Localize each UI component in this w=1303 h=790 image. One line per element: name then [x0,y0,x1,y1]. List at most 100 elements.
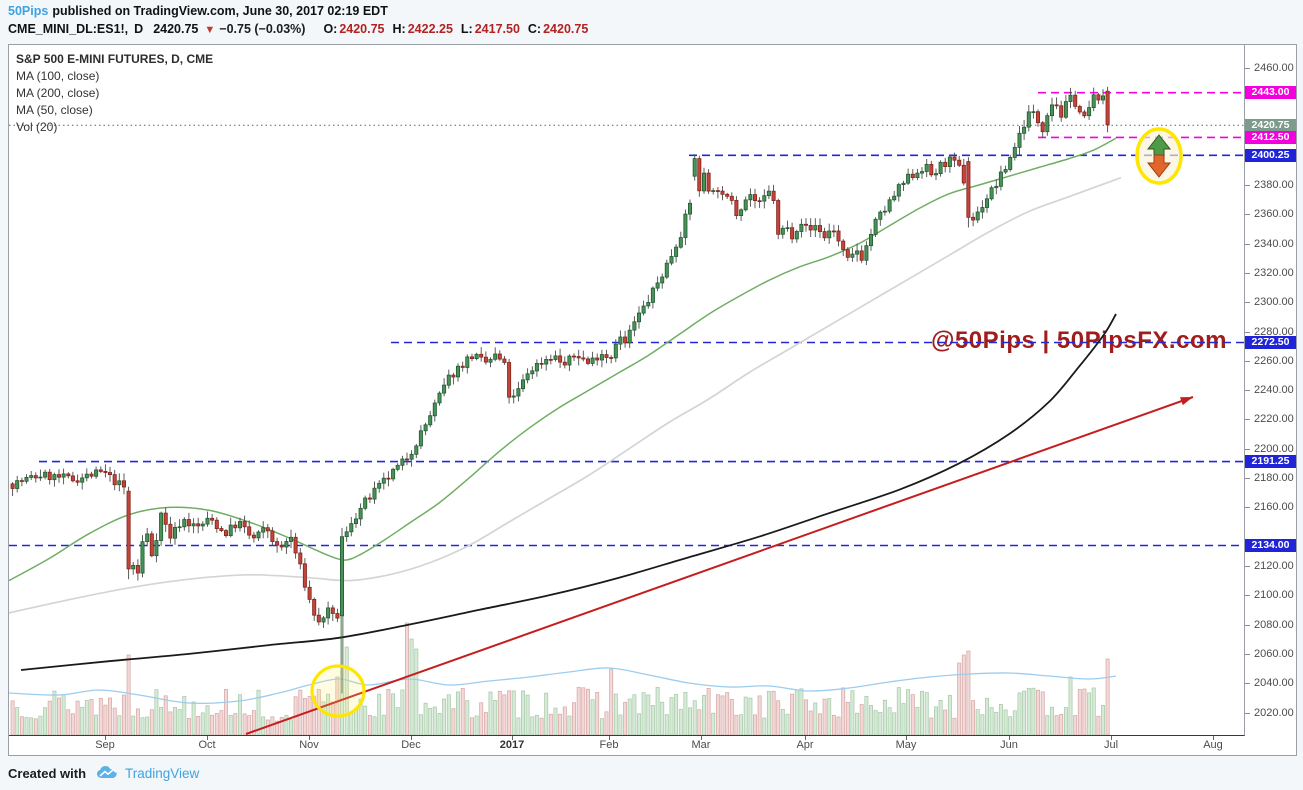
time-axis[interactable]: Sep Oct Nov Dec 2017 Feb Mar Apr May Jun Jul Aug [9,736,1245,755]
close-value: 2420.75 [543,22,589,36]
volume-bar [516,717,521,735]
volume-bar [613,693,618,735]
volume-bar [1054,715,1059,735]
price-axis[interactable]: 2460.00 2380.00 2360.00 2340.00 2320.00 2300.… [1245,45,1296,735]
volume-bar [1087,692,1092,735]
volume-bar [446,694,451,735]
month-label-nov: Nov [299,739,319,751]
volume-bar [544,692,549,735]
ma-200-line[interactable] [20,313,1117,671]
volume-bar [757,695,762,735]
price-tick-2260: 2260.00 [1245,354,1296,368]
volume-bar [943,709,948,735]
tradingview-link[interactable]: TradingView [125,765,200,781]
volume-bar [599,718,604,735]
volume-bar [748,697,753,735]
legend-ma50[interactable]: MA (50, close) [16,103,93,117]
price-tick-2200: 2200.00 [1245,442,1296,456]
ma-50-line[interactable] [9,137,1117,582]
legend-vol[interactable]: Vol (20) [16,120,58,134]
volume-bar [474,715,479,735]
volume-bar [117,715,122,735]
month-label-feb: Feb [599,739,619,751]
legend-title[interactable]: S&P 500 E-MINI FUTURES, D, CME [16,52,214,66]
volume-bar [98,697,103,735]
volume-bar [108,697,112,735]
volume-bar [623,701,628,735]
month-tick-feb [609,736,610,740]
price-tick-2220: 2220.00 [1245,412,1296,426]
volume-bar [1105,658,1110,735]
volume-bar [57,697,61,735]
symbol-line: CME_MINI_DL:ES1!, D 2420.75 ▼ −0.75 (−0.03%)… [8,20,1288,39]
volume-bar [460,687,465,735]
volume-bar [395,707,400,735]
volume-bar [1096,715,1101,735]
volume-bar [711,712,716,735]
volume-bar [915,706,920,735]
volume-bar [502,694,507,735]
price-label-2400-25: 2400.25 [1245,148,1296,162]
volume-bar [15,707,20,735]
app-header: 50Pips published on TradingView.com, June… [8,2,1288,39]
legend-ma100[interactable]: MA (100, close) [16,69,100,83]
volume-bar [683,692,688,735]
volume-bar [725,692,730,735]
low-label: L: [460,22,473,36]
volume-bar [173,706,177,735]
volume-bar [186,718,191,735]
volume-bar [688,707,692,735]
volume-bar [734,714,739,735]
volume-bar [423,702,428,735]
volume-bar [873,710,878,735]
volume-bar [210,714,215,735]
volume-bar [910,694,915,735]
volume-bar [228,714,233,735]
price-tick-2340: 2340.00 [1245,237,1296,251]
month-label-mar: Mar [691,739,711,751]
last-price: 2420.75 [153,22,199,36]
volume-bar [112,707,117,735]
volume-bar [307,696,312,735]
volume-bar [33,718,38,735]
author-link[interactable]: 50Pips [8,4,49,18]
volume-bar [381,714,386,735]
volume-bar [822,698,827,735]
volume-bar [864,696,869,735]
ma-100-line[interactable] [9,176,1122,614]
price-label-2420-75: 2420.75 [1245,118,1296,132]
volume-bar [479,702,484,735]
volume-bar [808,710,813,735]
volume-bar [855,712,860,735]
volume-bar [590,699,595,735]
ascending-trendline[interactable] [245,396,1194,735]
volume-bar [219,710,224,735]
volume-bar [1017,692,1022,735]
chart-canvas[interactable] [9,45,1244,735]
volume-bar [664,714,669,735]
volume-bar [637,713,641,735]
month-label-aug: Aug [1203,739,1223,751]
volume-bar [1082,688,1087,735]
volume-bar [140,717,145,735]
volume-bar [70,713,75,735]
price-tick-2060: 2060.00 [1245,647,1296,661]
price-tick-2280: 2280.00 [1245,325,1296,339]
tradingview-logo-icon [97,766,117,778]
volume-bar [1031,687,1036,735]
volume-bar [827,698,832,735]
plot-area[interactable]: @50Pips | 50PipsFX.com S&P 500 E-MINI FU… [9,45,1245,736]
updown-arrows-annotation[interactable] [1135,127,1183,185]
volume-bar [980,714,985,735]
volume-bar [558,713,563,735]
yellow-highlight-circle[interactable] [310,664,366,718]
legend-ma200[interactable]: MA (200, close) [16,86,100,100]
volume-bar [869,705,873,735]
volume-bar [126,654,131,735]
volume-bar [878,712,883,735]
volume-bar [525,694,530,735]
volume-bar [200,712,205,735]
volume-bar [882,699,887,735]
volume-bar [493,700,498,735]
volume-bar [836,716,841,735]
